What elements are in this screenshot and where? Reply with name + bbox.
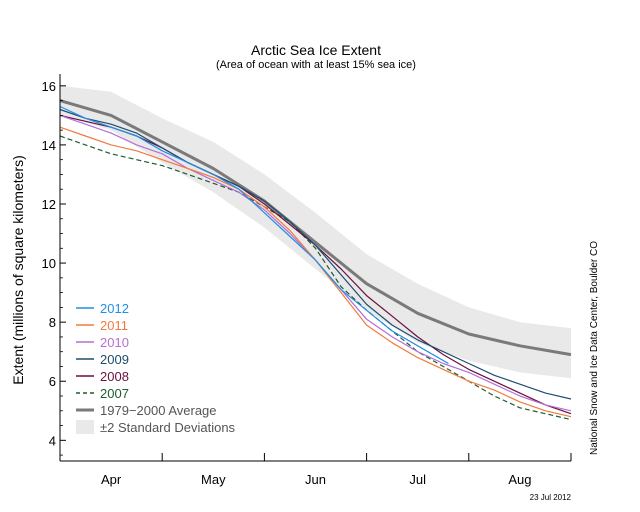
y-tick-label-12: 12 — [42, 197, 56, 212]
y-tick-label-6: 6 — [49, 374, 56, 389]
chart-subtitle: (Area of ocean with at least 15% sea ice… — [216, 59, 416, 71]
y-tick-label-4: 4 — [49, 433, 56, 448]
legend: 2012 2011 2010 2009 2008 2007 1979−2000 Averag… — [76, 301, 236, 435]
legend-label-std-band: ±2 Standard Deviations — [100, 420, 236, 435]
y-tick-label-16: 16 — [42, 79, 56, 94]
x-tick-label-Apr: Apr — [101, 472, 122, 487]
legend-label-2008: 2008 — [100, 369, 129, 384]
series-line-2011 — [59, 126, 572, 418]
legend-label-2007: 2007 — [100, 386, 129, 401]
x-tick-label-Jun: Jun — [305, 472, 326, 487]
series-line-2012 — [59, 105, 449, 365]
x-tick-label-May: May — [201, 472, 226, 487]
y-tick-label-10: 10 — [42, 256, 56, 271]
date-stamp: 23 Jul 2012 — [530, 493, 572, 502]
std-deviation-band — [60, 85, 571, 379]
series-line-2007 — [59, 135, 572, 421]
legend-swatch-std-band — [76, 420, 94, 434]
chart-title: Arctic Sea Ice Extent — [251, 42, 381, 58]
series-line-2009 — [59, 108, 572, 400]
x-tick-label-Jul: Jul — [409, 472, 426, 487]
credit-text: National Snow and Ice Data Center, Bould… — [589, 241, 600, 455]
legend-label-2009: 2009 — [100, 352, 129, 367]
legend-label-2010: 2010 — [100, 335, 129, 350]
x-tick-label-Aug: Aug — [508, 472, 531, 487]
y-tick-label-8: 8 — [49, 315, 56, 330]
y-tick-label-14: 14 — [42, 138, 56, 153]
average-line — [59, 99, 572, 357]
legend-label-2012: 2012 — [100, 301, 129, 316]
y-axis-label: Extent (millions of square kilometers) — [10, 155, 26, 385]
legend-label-average: 1979−2000 Average — [100, 403, 217, 418]
legend-label-2011: 2011 — [100, 318, 128, 333]
